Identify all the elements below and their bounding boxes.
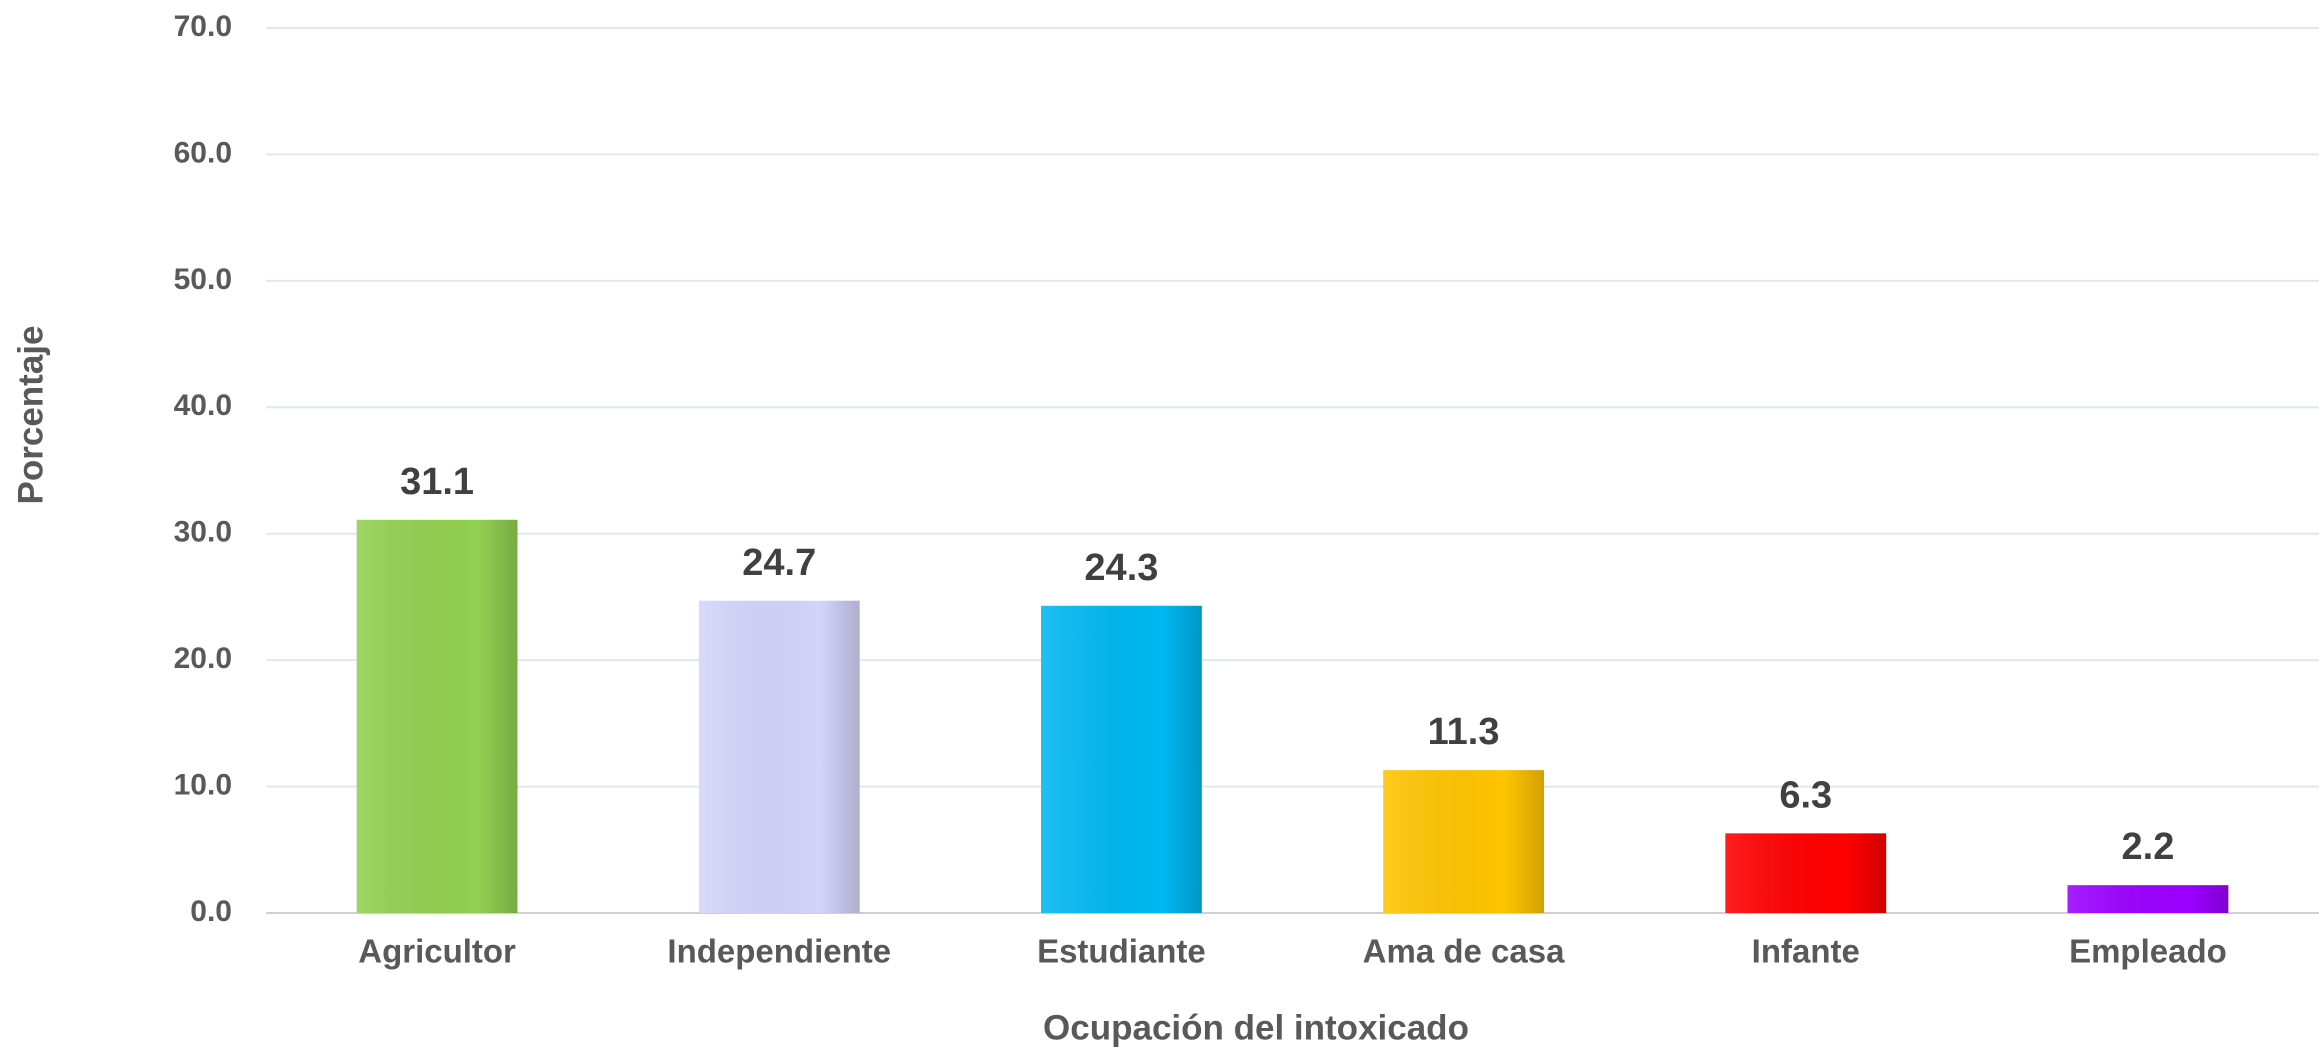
y-tick-label: 30.0: [174, 516, 232, 549]
y-tick-label: 10.0: [174, 768, 232, 801]
y-tick-label: 60.0: [174, 136, 232, 169]
bar-shade: [1383, 770, 1544, 913]
y-axis-title: Porcentaje: [11, 326, 50, 505]
x-tick-label: Agricultor: [358, 933, 516, 970]
bar-shade: [1725, 833, 1887, 913]
x-tick-label: Independiente: [667, 933, 891, 970]
x-tick-label: Estudiante: [1037, 933, 1206, 970]
bar-shade: [698, 600, 860, 913]
value-label: 11.3: [1428, 711, 1500, 753]
x-tick-label: Ama de casa: [1363, 933, 1565, 970]
x-tick-label: Empleado: [2069, 933, 2227, 970]
x-axis-title: Ocupación del intoxicado: [1043, 1008, 1469, 1047]
value-label: 24.7: [742, 542, 816, 584]
value-label: 2.2: [2122, 826, 2175, 868]
y-tick-label: 0.0: [190, 895, 232, 928]
value-label: 31.1: [400, 461, 474, 503]
bar-shade: [356, 519, 518, 913]
y-tick-label: 40.0: [174, 389, 232, 422]
y-tick-label: 70.0: [174, 10, 232, 43]
y-tick-label: 20.0: [174, 642, 232, 675]
y-tick-label: 50.0: [174, 263, 232, 296]
bar-shade: [2067, 885, 2229, 913]
value-label: 24.3: [1084, 547, 1158, 589]
value-label: 6.3: [1779, 774, 1832, 816]
bar-shade: [1041, 605, 1202, 913]
x-tick-label: Infante: [1752, 933, 1860, 970]
